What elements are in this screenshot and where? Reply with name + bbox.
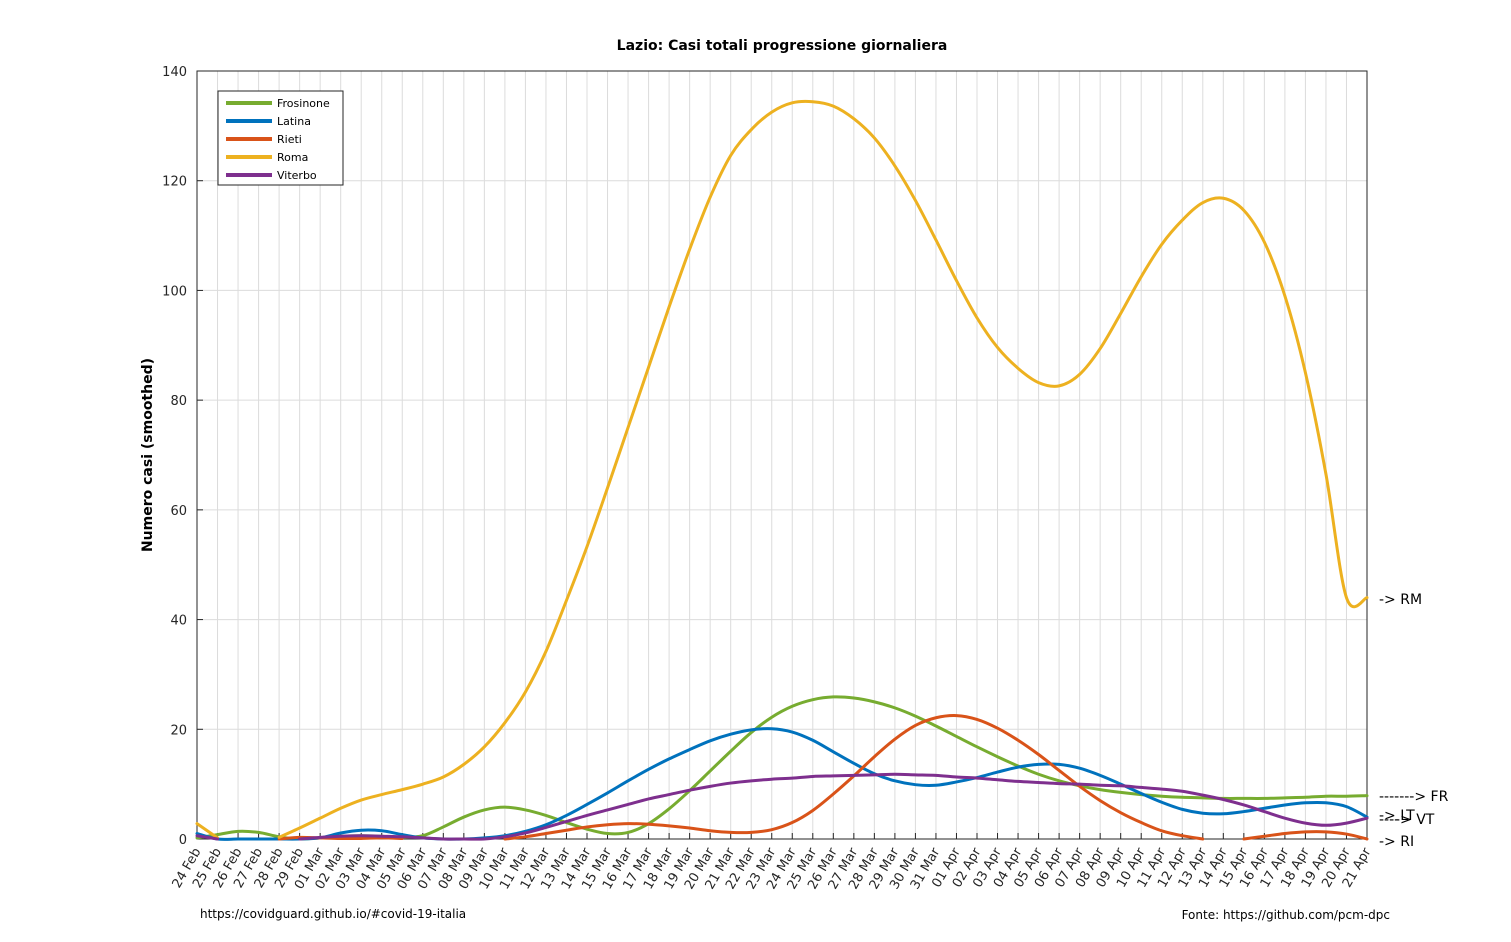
end-label-ri: -> RI xyxy=(1379,834,1414,850)
y-tick-label: 120 xyxy=(162,175,187,190)
plot-frame xyxy=(196,70,1368,840)
legend-label-roma: Roma xyxy=(277,151,308,164)
y-tick-label: 60 xyxy=(170,504,187,519)
series-latina xyxy=(195,727,1369,841)
series-line-viterbo xyxy=(298,772,1369,841)
footer-source-left: https://covidguard.github.io/#covid-19-i… xyxy=(200,907,466,921)
series-roma xyxy=(195,99,1369,840)
series-line-viterbo xyxy=(195,834,220,841)
y-axis-ticks: 0 20 40 60 80 100 120 140 xyxy=(162,65,203,848)
end-label-fr: -------> FR xyxy=(1379,789,1449,805)
series-line-rieti xyxy=(1242,830,1369,841)
footer-source-right: Fonte: https://github.com/pcm-dpc xyxy=(1182,908,1390,922)
end-label-vt-prefix: ---- xyxy=(1379,812,1399,828)
end-label-lt: -> LT xyxy=(1379,808,1415,824)
legend-label-latina: Latina xyxy=(277,115,311,128)
legend: Frosinone Latina Rieti Roma Viterbo xyxy=(217,90,344,186)
y-axis-label: Numero casi (smoothed) xyxy=(140,358,156,552)
series-line-roma xyxy=(277,99,1369,839)
legend-label-rieti: Rieti xyxy=(277,133,302,146)
y-tick-label: 40 xyxy=(170,614,187,629)
y-tick-label: 80 xyxy=(170,394,187,409)
chart-title: Lazio: Casi totali progressione giornali… xyxy=(617,38,948,54)
legend-label-frosinone: Frosinone xyxy=(277,97,330,110)
y-tick-label: 140 xyxy=(162,65,187,80)
series-line-latina xyxy=(195,727,1369,841)
series-line-roma xyxy=(195,822,220,840)
y-tick-label: 100 xyxy=(162,284,187,299)
end-label-rm: -> RM xyxy=(1379,592,1422,608)
series-lines xyxy=(195,99,1369,841)
end-label-vt: -> VT xyxy=(1395,812,1435,828)
series-line-rieti xyxy=(277,835,404,841)
y-tick-label: 20 xyxy=(170,723,187,738)
y-tick-label: 0 xyxy=(179,833,187,848)
series-viterbo xyxy=(195,772,1369,841)
legend-label-viterbo: Viterbo xyxy=(277,169,317,182)
